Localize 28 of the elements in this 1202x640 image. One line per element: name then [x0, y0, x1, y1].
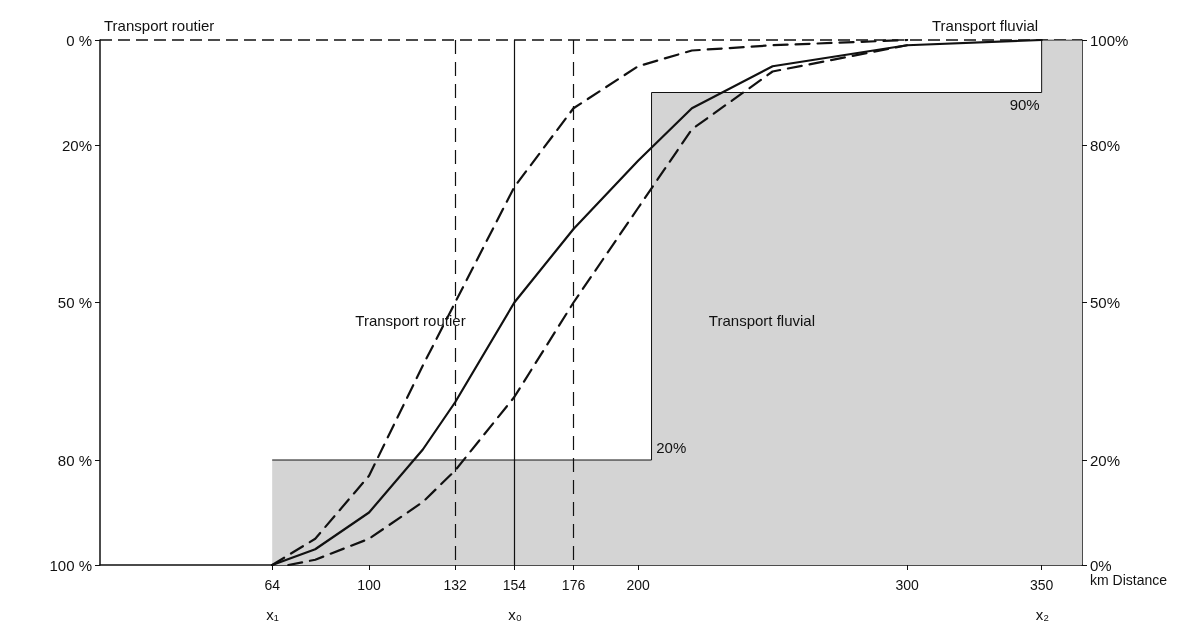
- y2-tick-label: 0%: [1090, 556, 1112, 574]
- y2-tick-label: 20%: [1090, 451, 1121, 469]
- x-tick-label: 132: [443, 577, 468, 593]
- x-tick-label: 154: [502, 577, 527, 593]
- text: x₂: [1035, 606, 1050, 623]
- text: x₁: [266, 606, 279, 623]
- y2-tick-label: 50%: [1090, 294, 1121, 311]
- y-tick-label: 20%: [61, 136, 92, 154]
- text: Transport fluvial: [932, 17, 1039, 34]
- x-tick-label: 176: [561, 577, 586, 593]
- y-tick-label: 100 %: [49, 556, 92, 574]
- annotation: 20%: [656, 439, 687, 456]
- y2-tick-label: 80%: [1090, 136, 1121, 154]
- annotation: 90%: [1009, 95, 1040, 113]
- annotation: Transport fluvial: [708, 312, 815, 329]
- y-tick-label: 0 %: [66, 31, 92, 49]
- x-tick-label: 64: [264, 577, 281, 593]
- x-tick-label: 300: [895, 577, 920, 593]
- x-axis-title: km Distance: [1090, 572, 1168, 588]
- y2-tick-label: 100%: [1090, 31, 1129, 49]
- text: Transport routier: [104, 17, 215, 34]
- annotation: Transport routier: [355, 312, 466, 329]
- x-tick-label: 100: [357, 577, 381, 593]
- text: x₀: [508, 606, 523, 623]
- x-tick-label: 350: [1029, 577, 1054, 593]
- y-tick-label: 80 %: [57, 451, 92, 469]
- y-tick-label: 50 %: [57, 294, 92, 311]
- x-tick-label: 200: [626, 577, 650, 593]
